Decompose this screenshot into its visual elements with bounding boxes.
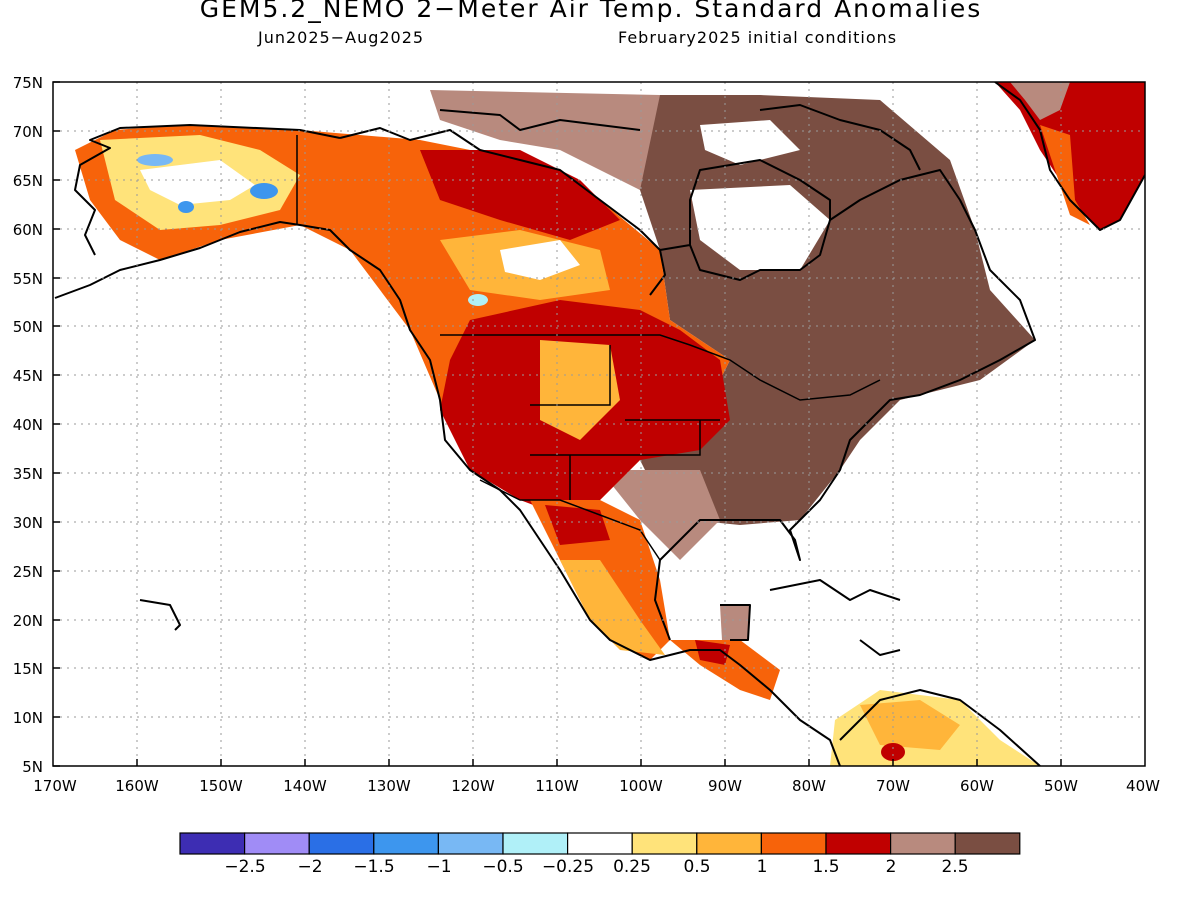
lon-label: 40W bbox=[1126, 777, 1160, 795]
lon-label: 170W bbox=[33, 777, 77, 795]
colorbar-label: −0.5 bbox=[482, 857, 523, 877]
gridlines bbox=[53, 82, 1145, 766]
lon-label: 80W bbox=[792, 777, 826, 795]
lon-label: 110W bbox=[535, 777, 579, 795]
colorbar-label: −0.25 bbox=[542, 857, 594, 877]
anomaly-region-neutral-alaska bbox=[140, 160, 255, 205]
lat-label: 75N bbox=[13, 74, 43, 92]
forecast-period: Jun2025−Aug2025 bbox=[258, 28, 425, 47]
colorbar-swatch bbox=[696, 832, 762, 855]
anomaly-region-lightbrown-south bbox=[600, 470, 720, 560]
colorbar-label: −2.5 bbox=[224, 857, 265, 877]
lon-label: 160W bbox=[115, 777, 159, 795]
colorbar-label: −1.5 bbox=[353, 857, 394, 877]
colorbar bbox=[179, 832, 1021, 855]
colorbar-swatch bbox=[179, 832, 246, 855]
political-borders bbox=[296, 135, 881, 561]
colorbar-label: 2.5 bbox=[941, 857, 968, 877]
colorbar-swatch bbox=[373, 832, 439, 855]
anomaly-region-lightorange-mexico bbox=[560, 560, 665, 655]
anomaly-region-neutral-hudson bbox=[690, 185, 830, 270]
initial-conditions-label: February2025 initial conditions bbox=[618, 28, 898, 47]
anomaly-spot-lightblue-1 bbox=[137, 154, 173, 166]
colorbar-swatch bbox=[889, 832, 956, 855]
lon-label: 140W bbox=[283, 777, 327, 795]
anomaly-region-lightorange-plains bbox=[540, 340, 620, 440]
colorbar-swatch bbox=[760, 832, 827, 855]
colorbar-swatch bbox=[825, 832, 892, 855]
lon-label: 120W bbox=[451, 777, 495, 795]
colorbar-label: 1.5 bbox=[812, 857, 839, 877]
anomaly-spot-darkred-southamerica bbox=[881, 743, 905, 761]
lat-label: 5N bbox=[22, 758, 43, 776]
lon-label: 50W bbox=[1044, 777, 1078, 795]
lat-label: 10N bbox=[13, 709, 43, 727]
anomaly-region-lightbrown-greenland bbox=[1010, 82, 1070, 120]
lat-label: 35N bbox=[13, 465, 43, 483]
anomaly-region-darkred-centralamerica bbox=[695, 640, 730, 665]
lon-label: 70W bbox=[876, 777, 910, 795]
anomaly-spot-lightblue-2 bbox=[468, 294, 488, 306]
colorbar-label: −1 bbox=[426, 857, 451, 877]
lon-label: 150W bbox=[199, 777, 243, 795]
colorbar-label: 2 bbox=[886, 857, 897, 877]
map-title: GEM5.2_NEMO 2−Meter Air Temp. Standard A… bbox=[199, 0, 983, 23]
anomaly-region-lightbrown-yucatan bbox=[720, 605, 750, 640]
longitude-labels: 170W 160W 150W 140W 130W 120W 110W 100W … bbox=[33, 777, 1160, 795]
colorbar-swatch bbox=[954, 832, 1021, 855]
colorbar-swatch bbox=[308, 832, 375, 855]
colorbar-swatch bbox=[566, 832, 633, 855]
colorbar-label: −2 bbox=[297, 857, 322, 877]
lat-label: 40N bbox=[13, 416, 43, 434]
colorbar-swatch bbox=[502, 832, 569, 855]
colorbar-swatch bbox=[631, 832, 698, 855]
anomaly-region-darkred-mexico bbox=[545, 505, 610, 545]
colorbar-swatch bbox=[437, 832, 504, 855]
lat-label: 60N bbox=[13, 221, 43, 239]
colorbar-label: 0.25 bbox=[613, 857, 651, 877]
lat-label: 70N bbox=[13, 123, 43, 141]
lon-label: 130W bbox=[367, 777, 411, 795]
axis-ticks bbox=[53, 81, 1062, 767]
lat-label: 20N bbox=[13, 612, 43, 630]
colorbar-labels: −2.5 −2 −1.5 −1 −0.5 −0.25 0.25 0.5 1 1.… bbox=[224, 857, 968, 877]
coastlines bbox=[54, 82, 1145, 766]
map-field bbox=[75, 82, 1145, 766]
lon-label: 90W bbox=[708, 777, 742, 795]
colorbar-label: 0.5 bbox=[683, 857, 710, 877]
anomaly-region-orange-greenland bbox=[1040, 125, 1090, 225]
lat-label: 25N bbox=[13, 563, 43, 581]
lat-label: 45N bbox=[13, 367, 43, 385]
lat-label: 30N bbox=[13, 514, 43, 532]
colorbar-label: 1 bbox=[757, 857, 768, 877]
anomaly-spot-blue-2 bbox=[178, 201, 194, 213]
lat-label: 55N bbox=[13, 270, 43, 288]
lat-label: 15N bbox=[13, 660, 43, 678]
latitude-labels: 75N 70N 65N 60N 55N 50N 45N 40N 35N 30N … bbox=[13, 74, 43, 776]
anomaly-region-lightbrown-north bbox=[430, 90, 660, 190]
colorbar-swatch bbox=[244, 832, 310, 855]
anomaly-region-neutral-canada bbox=[500, 240, 580, 280]
anomaly-region-darkred-north bbox=[420, 150, 620, 240]
lon-label: 100W bbox=[619, 777, 663, 795]
lon-label: 60W bbox=[960, 777, 994, 795]
anomaly-spot-blue-1 bbox=[250, 183, 278, 199]
lat-label: 50N bbox=[13, 318, 43, 336]
anomaly-region-lightorange-southamerica bbox=[860, 700, 960, 750]
lat-label: 65N bbox=[13, 172, 43, 190]
